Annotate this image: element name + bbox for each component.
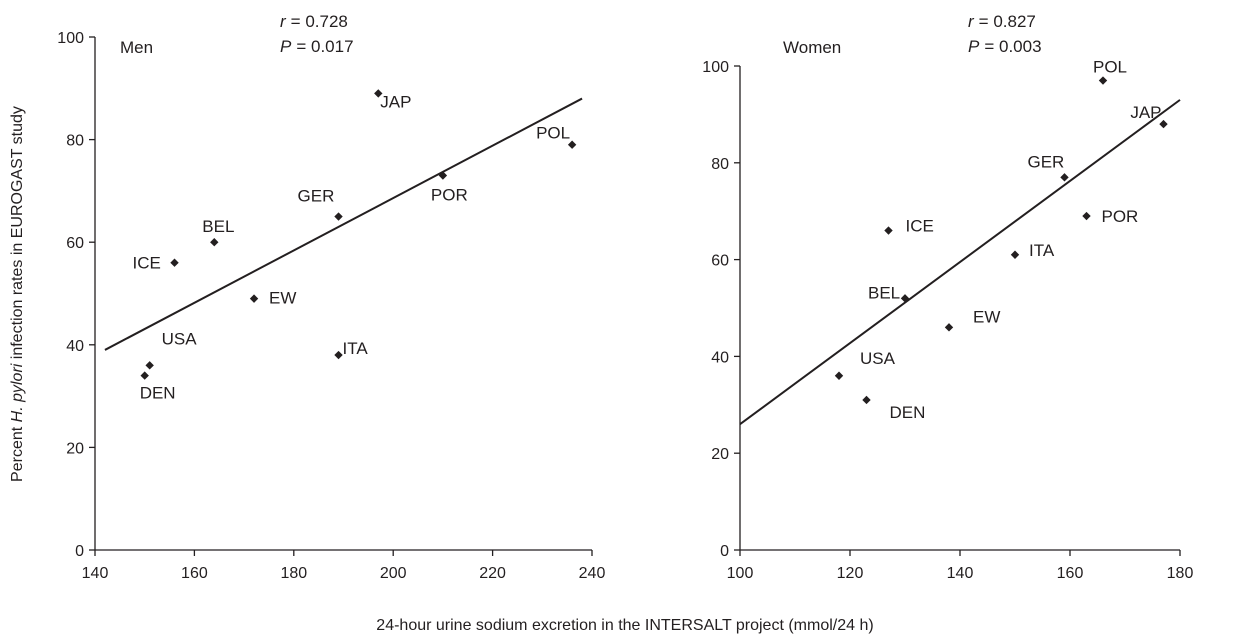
data-point-pol <box>567 140 577 149</box>
point-label-ice: ICE <box>906 217 934 236</box>
data-point-jap <box>374 89 383 98</box>
correlation-value: = 0.827 <box>979 12 1036 31</box>
y-tick-label: 20 <box>711 446 729 463</box>
p-symbol: P <box>968 37 980 56</box>
point-label-den: DEN <box>890 403 926 422</box>
point-label-ita: ITA <box>1029 241 1055 260</box>
x-tick-label: 160 <box>181 565 208 582</box>
x-tick-label: 200 <box>380 565 407 582</box>
correlation-symbol: r <box>280 12 287 31</box>
x-tick-label: 140 <box>947 565 974 582</box>
x-tick-label: 140 <box>82 565 109 582</box>
panel-group-label: Women <box>783 38 841 57</box>
point-label-por: POR <box>431 186 468 205</box>
data-point-por <box>1082 211 1091 221</box>
point-label-por: POR <box>1102 207 1139 226</box>
p-symbol: P <box>280 37 292 56</box>
women-panel: 0 20 40 60 80 100 100 120 140 160 180 POL JAP GER POR I… <box>702 12 1193 582</box>
x-tick-label: 100 <box>727 565 754 582</box>
y-tick-label: 60 <box>711 253 729 270</box>
x-tick-label: 160 <box>1057 565 1084 582</box>
y-tick-label: 0 <box>720 543 729 560</box>
data-point-usa <box>834 371 844 380</box>
x-axis-label: 24-hour urine sodium excretion in the IN… <box>376 617 873 634</box>
data-point-ger <box>1060 173 1069 182</box>
y-tick-label: 100 <box>702 59 729 76</box>
data-point-ger <box>334 212 343 221</box>
point-label-den: DEN <box>140 384 176 403</box>
point-label-ger: GER <box>298 187 335 206</box>
correlation-stat: r = 0.728 <box>280 12 348 31</box>
y-tick-label: 40 <box>66 338 84 355</box>
point-label-usa: USA <box>860 349 896 368</box>
data-point-ita <box>334 350 343 360</box>
data-point-bel <box>900 294 910 303</box>
point-label-bel: BEL <box>868 283 900 302</box>
x-tick-label: 120 <box>837 565 864 582</box>
data-point-usa <box>145 361 154 370</box>
point-label-bel: BEL <box>202 217 234 236</box>
data-point-pol <box>1098 76 1108 85</box>
correlation-symbol: r <box>968 12 975 31</box>
y-tick-label: 80 <box>66 133 84 150</box>
point-label-ew: EW <box>973 307 1000 326</box>
y-tick-label: 80 <box>711 156 729 173</box>
x-tick-label: 180 <box>280 565 307 582</box>
p-value: = 0.003 <box>984 37 1041 56</box>
x-tick-label: 180 <box>1167 565 1194 582</box>
regression-line <box>739 99 1181 425</box>
data-point-ice <box>884 226 893 235</box>
x-tick-label: 240 <box>579 565 606 582</box>
data-point-den <box>862 395 871 405</box>
y-axis-label-prefix: Percent <box>9 422 26 482</box>
x-tick-label: 220 <box>479 565 506 582</box>
point-label-usa: USA <box>162 329 198 348</box>
y-tick-label: 100 <box>57 30 84 47</box>
point-label-ew: EW <box>269 289 296 308</box>
point-label-jap: JAP <box>380 92 411 111</box>
data-point-ew <box>249 294 259 303</box>
point-label-ice: ICE <box>133 254 161 273</box>
y-axis-label-suffix: infection rates in EUROGAST study <box>9 106 26 364</box>
y-tick-label: 0 <box>75 543 84 560</box>
data-point-den <box>140 371 149 380</box>
point-label-pol: POL <box>536 124 570 143</box>
data-point-por <box>438 171 448 180</box>
men-panel: 0 20 40 60 80 100 140 160 180 200 220 240 JAP POL POR G… <box>57 12 605 582</box>
point-label-ita: ITA <box>343 339 369 358</box>
correlation-value: = 0.728 <box>291 12 348 31</box>
panel-group-label: Men <box>120 38 153 57</box>
data-point-ew <box>944 323 954 332</box>
point-label-pol: POL <box>1093 58 1127 77</box>
data-point-ice <box>170 258 179 267</box>
p-value-stat: P = 0.003 <box>968 37 1042 56</box>
data-point-jap <box>1159 119 1168 129</box>
y-tick-label: 20 <box>66 440 84 457</box>
p-value-stat: P = 0.017 <box>280 37 354 56</box>
correlation-stat: r = 0.827 <box>968 12 1036 31</box>
data-point-bel <box>210 238 219 247</box>
data-point-ita <box>1010 250 1020 259</box>
regression-line <box>104 97 583 351</box>
y-axis-label-italic: H. pylori <box>9 363 26 422</box>
point-label-jap: JAP <box>1130 103 1161 122</box>
y-tick-label: 60 <box>66 235 84 252</box>
y-tick-label: 40 <box>711 349 729 366</box>
p-value: = 0.017 <box>296 37 353 56</box>
point-label-ger: GER <box>1028 152 1065 171</box>
y-axis-label: Percent H. pylori infection rates in EUR… <box>9 106 26 482</box>
